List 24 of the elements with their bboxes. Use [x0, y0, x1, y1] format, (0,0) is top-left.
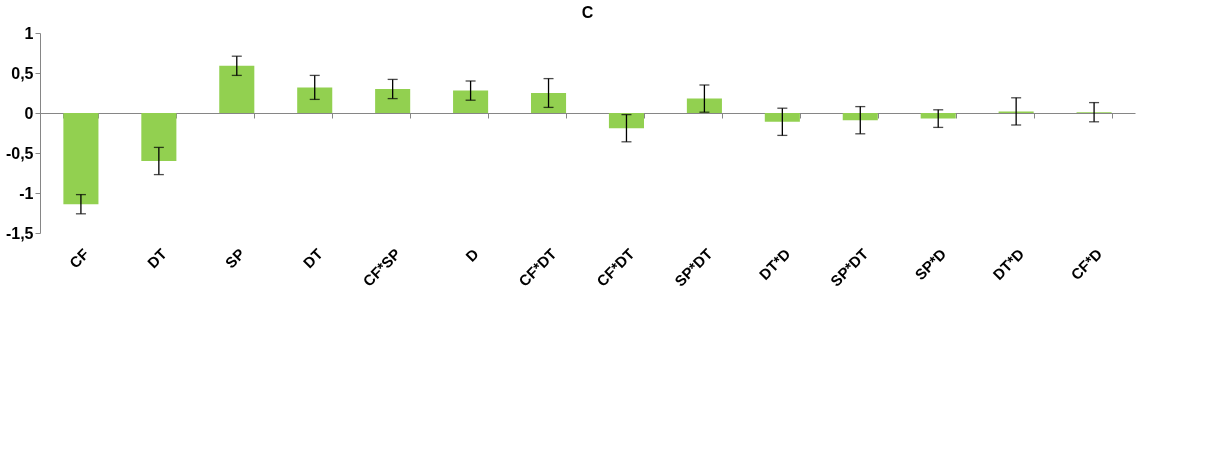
y-tick-label: -1,5	[5, 224, 34, 242]
bar	[453, 90, 489, 113]
bar	[686, 98, 722, 113]
x-tick-label: D	[462, 244, 482, 265]
x-tick-label: SP	[221, 245, 248, 272]
bar	[375, 89, 411, 113]
y-tick-label: -0,5	[5, 144, 34, 162]
y-tick-label: 0,5	[11, 64, 34, 82]
y-tick-label: -1	[19, 184, 34, 202]
bar	[141, 113, 177, 161]
x-tick-label: CF	[65, 245, 93, 272]
bar	[608, 113, 644, 129]
bar	[219, 65, 255, 113]
bar	[531, 93, 567, 113]
bar	[63, 113, 99, 205]
bar	[297, 87, 333, 113]
bar	[920, 113, 956, 119]
y-tick-label: 0	[24, 104, 34, 122]
bar	[764, 113, 800, 122]
y-tick-label: 1	[24, 24, 34, 42]
x-tick-label: DT	[299, 245, 326, 272]
chart-title: C	[581, 4, 594, 21]
bar	[842, 113, 878, 121]
x-tick-label: DT	[143, 245, 170, 272]
